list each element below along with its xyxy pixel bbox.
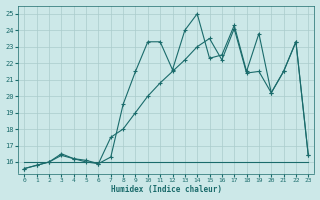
X-axis label: Humidex (Indice chaleur): Humidex (Indice chaleur) bbox=[111, 185, 222, 194]
